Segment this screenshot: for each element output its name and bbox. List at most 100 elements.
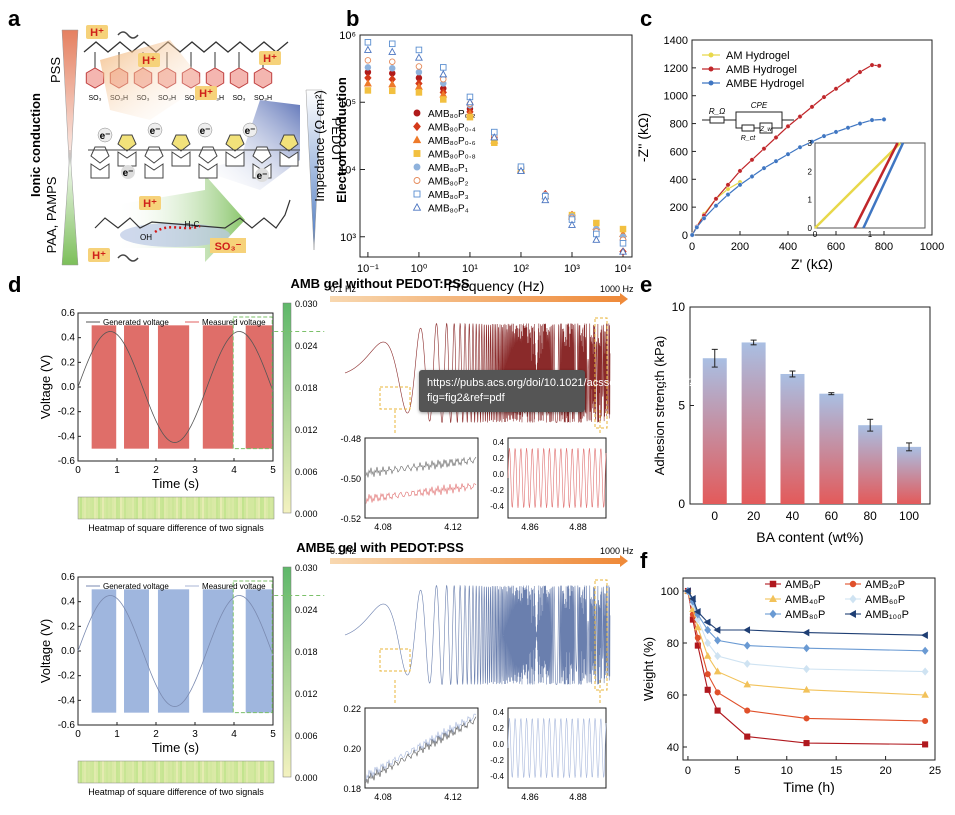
d-heatmap-cell <box>230 761 233 783</box>
d-heatmap-cell <box>192 497 195 519</box>
d-heatmap-cell <box>140 497 143 519</box>
f-point <box>704 638 712 648</box>
f-point <box>704 686 711 693</box>
d-y-tick-label: -0.4 <box>58 695 76 706</box>
d-heatmap-cell <box>162 761 165 783</box>
d-heatmap-cell <box>164 761 167 783</box>
f-legend-label: AMB₄₀P <box>785 594 825 606</box>
electron-label: e⁻ <box>150 126 161 137</box>
d-heatmap-cell <box>178 761 181 783</box>
d-heatmap-cell <box>174 497 177 519</box>
b-point <box>415 46 423 54</box>
d-heatmap-cell <box>218 497 221 519</box>
d-heatmap-cell <box>162 497 165 519</box>
d-heatmap-cell <box>244 761 247 783</box>
f-point <box>713 667 722 675</box>
d-heatmap-cell <box>118 761 121 783</box>
d-y-tick-label: 0.2 <box>61 621 75 632</box>
b-point <box>491 139 498 146</box>
d-heatmap-cell <box>254 497 257 519</box>
d-colorbar-tick-label: 0.030 <box>295 299 318 309</box>
d-x-tick-label: 1 <box>114 729 120 740</box>
d-heatmap-cell <box>122 761 125 783</box>
d-x-tick-label: 0 <box>75 465 81 476</box>
d-x-tick-label: 1 <box>114 465 120 476</box>
d-heatmap-cell <box>222 497 225 519</box>
c-point <box>773 158 779 164</box>
d-heatmap-cell <box>214 761 217 783</box>
b-legend-label: AMB₈₀P₃ <box>428 190 469 201</box>
b-point <box>414 53 423 61</box>
d-heatmap-cell <box>144 497 147 519</box>
f-point <box>803 740 810 747</box>
b-point <box>363 79 372 87</box>
c-point <box>857 121 863 126</box>
b-point <box>364 39 372 46</box>
f-point <box>744 707 751 714</box>
f-legend-marker <box>769 594 777 602</box>
hplus-label: H⁺ <box>142 55 156 67</box>
d-heatmap-cell <box>212 761 215 783</box>
d-zoom-right-x-tick: 4.86 <box>521 792 539 802</box>
c-point <box>761 165 767 171</box>
c-circuit-wire <box>724 111 794 121</box>
d-heatmap-cell <box>114 497 117 519</box>
c-point <box>737 182 743 188</box>
c-point <box>785 123 791 129</box>
d-heatmap-cell <box>150 497 153 519</box>
d-heatmap-cell <box>122 497 125 519</box>
c-inset-y-tick-label: 2 <box>808 167 813 176</box>
e-bar <box>741 342 766 504</box>
d-heatmap-cell <box>174 761 177 783</box>
d-heatmap-cell <box>82 761 85 783</box>
c-point <box>701 215 707 221</box>
d-heatmap-cell <box>84 497 87 519</box>
c-point <box>876 63 882 69</box>
b-point <box>592 235 601 243</box>
c-x-tick-label: 200 <box>731 241 749 253</box>
c-x-tick-label: 0 <box>689 241 695 253</box>
d-heatmap-cell <box>94 497 97 519</box>
d-heatmap-cell <box>240 497 243 519</box>
dioxane-ring <box>171 151 191 167</box>
d-heatmap-cell <box>256 761 259 783</box>
d-heatmap-cell <box>202 761 205 783</box>
d-heatmap-cell <box>130 761 133 783</box>
d-zoom-right-y-tick: -0.4 <box>490 772 504 781</box>
b-legend-label: AMB₈₀P₀.₈ <box>428 150 476 161</box>
d-heatmap-cell <box>94 761 97 783</box>
d-generated-line <box>77 331 274 443</box>
panel-letter-e: e <box>640 272 652 297</box>
e-x-tick-label: 100 <box>899 509 919 523</box>
d-heatmap-cell <box>154 497 157 519</box>
d-heatmap-cell <box>262 761 265 783</box>
dioxane-ring <box>198 163 218 179</box>
d-heatmap-cell <box>172 497 175 519</box>
f-y-tick-label: 40 <box>667 742 679 754</box>
b-point <box>388 40 396 48</box>
c-circuit-zw <box>759 122 773 134</box>
d-heatmap-cell <box>136 497 139 519</box>
ionic-label: Ionic conduction <box>28 93 43 197</box>
hplus-label: H⁺ <box>90 27 104 39</box>
d-zoom-right-line <box>507 717 607 779</box>
d-heatmap-cell <box>98 497 101 519</box>
d-heatmap-cell <box>248 761 251 783</box>
b-point <box>466 113 474 121</box>
d-heatmap-cell <box>184 761 187 783</box>
electron-label: e⁻ <box>123 168 134 179</box>
b-point <box>619 225 627 233</box>
d-zoom-left-x-tick: 4.12 <box>444 792 462 802</box>
b-axis-frame <box>359 34 633 258</box>
d-heatmap-cell <box>82 497 85 519</box>
d-heatmap-cell <box>220 497 223 519</box>
f-point <box>704 625 712 635</box>
c-inset-line <box>853 142 899 229</box>
d-zoom-right-y-tick: -0.2 <box>490 756 504 765</box>
d-heatmap-cell <box>200 497 203 519</box>
d-heatmap-cell <box>250 497 253 519</box>
url-tooltip[interactable]: https://pubs.acs.org/doi/10.1021/acssens… <box>419 370 694 412</box>
d-colorbar <box>282 566 292 778</box>
d-heatmap-cell <box>200 761 203 783</box>
d-heatmap-cell <box>112 761 115 783</box>
